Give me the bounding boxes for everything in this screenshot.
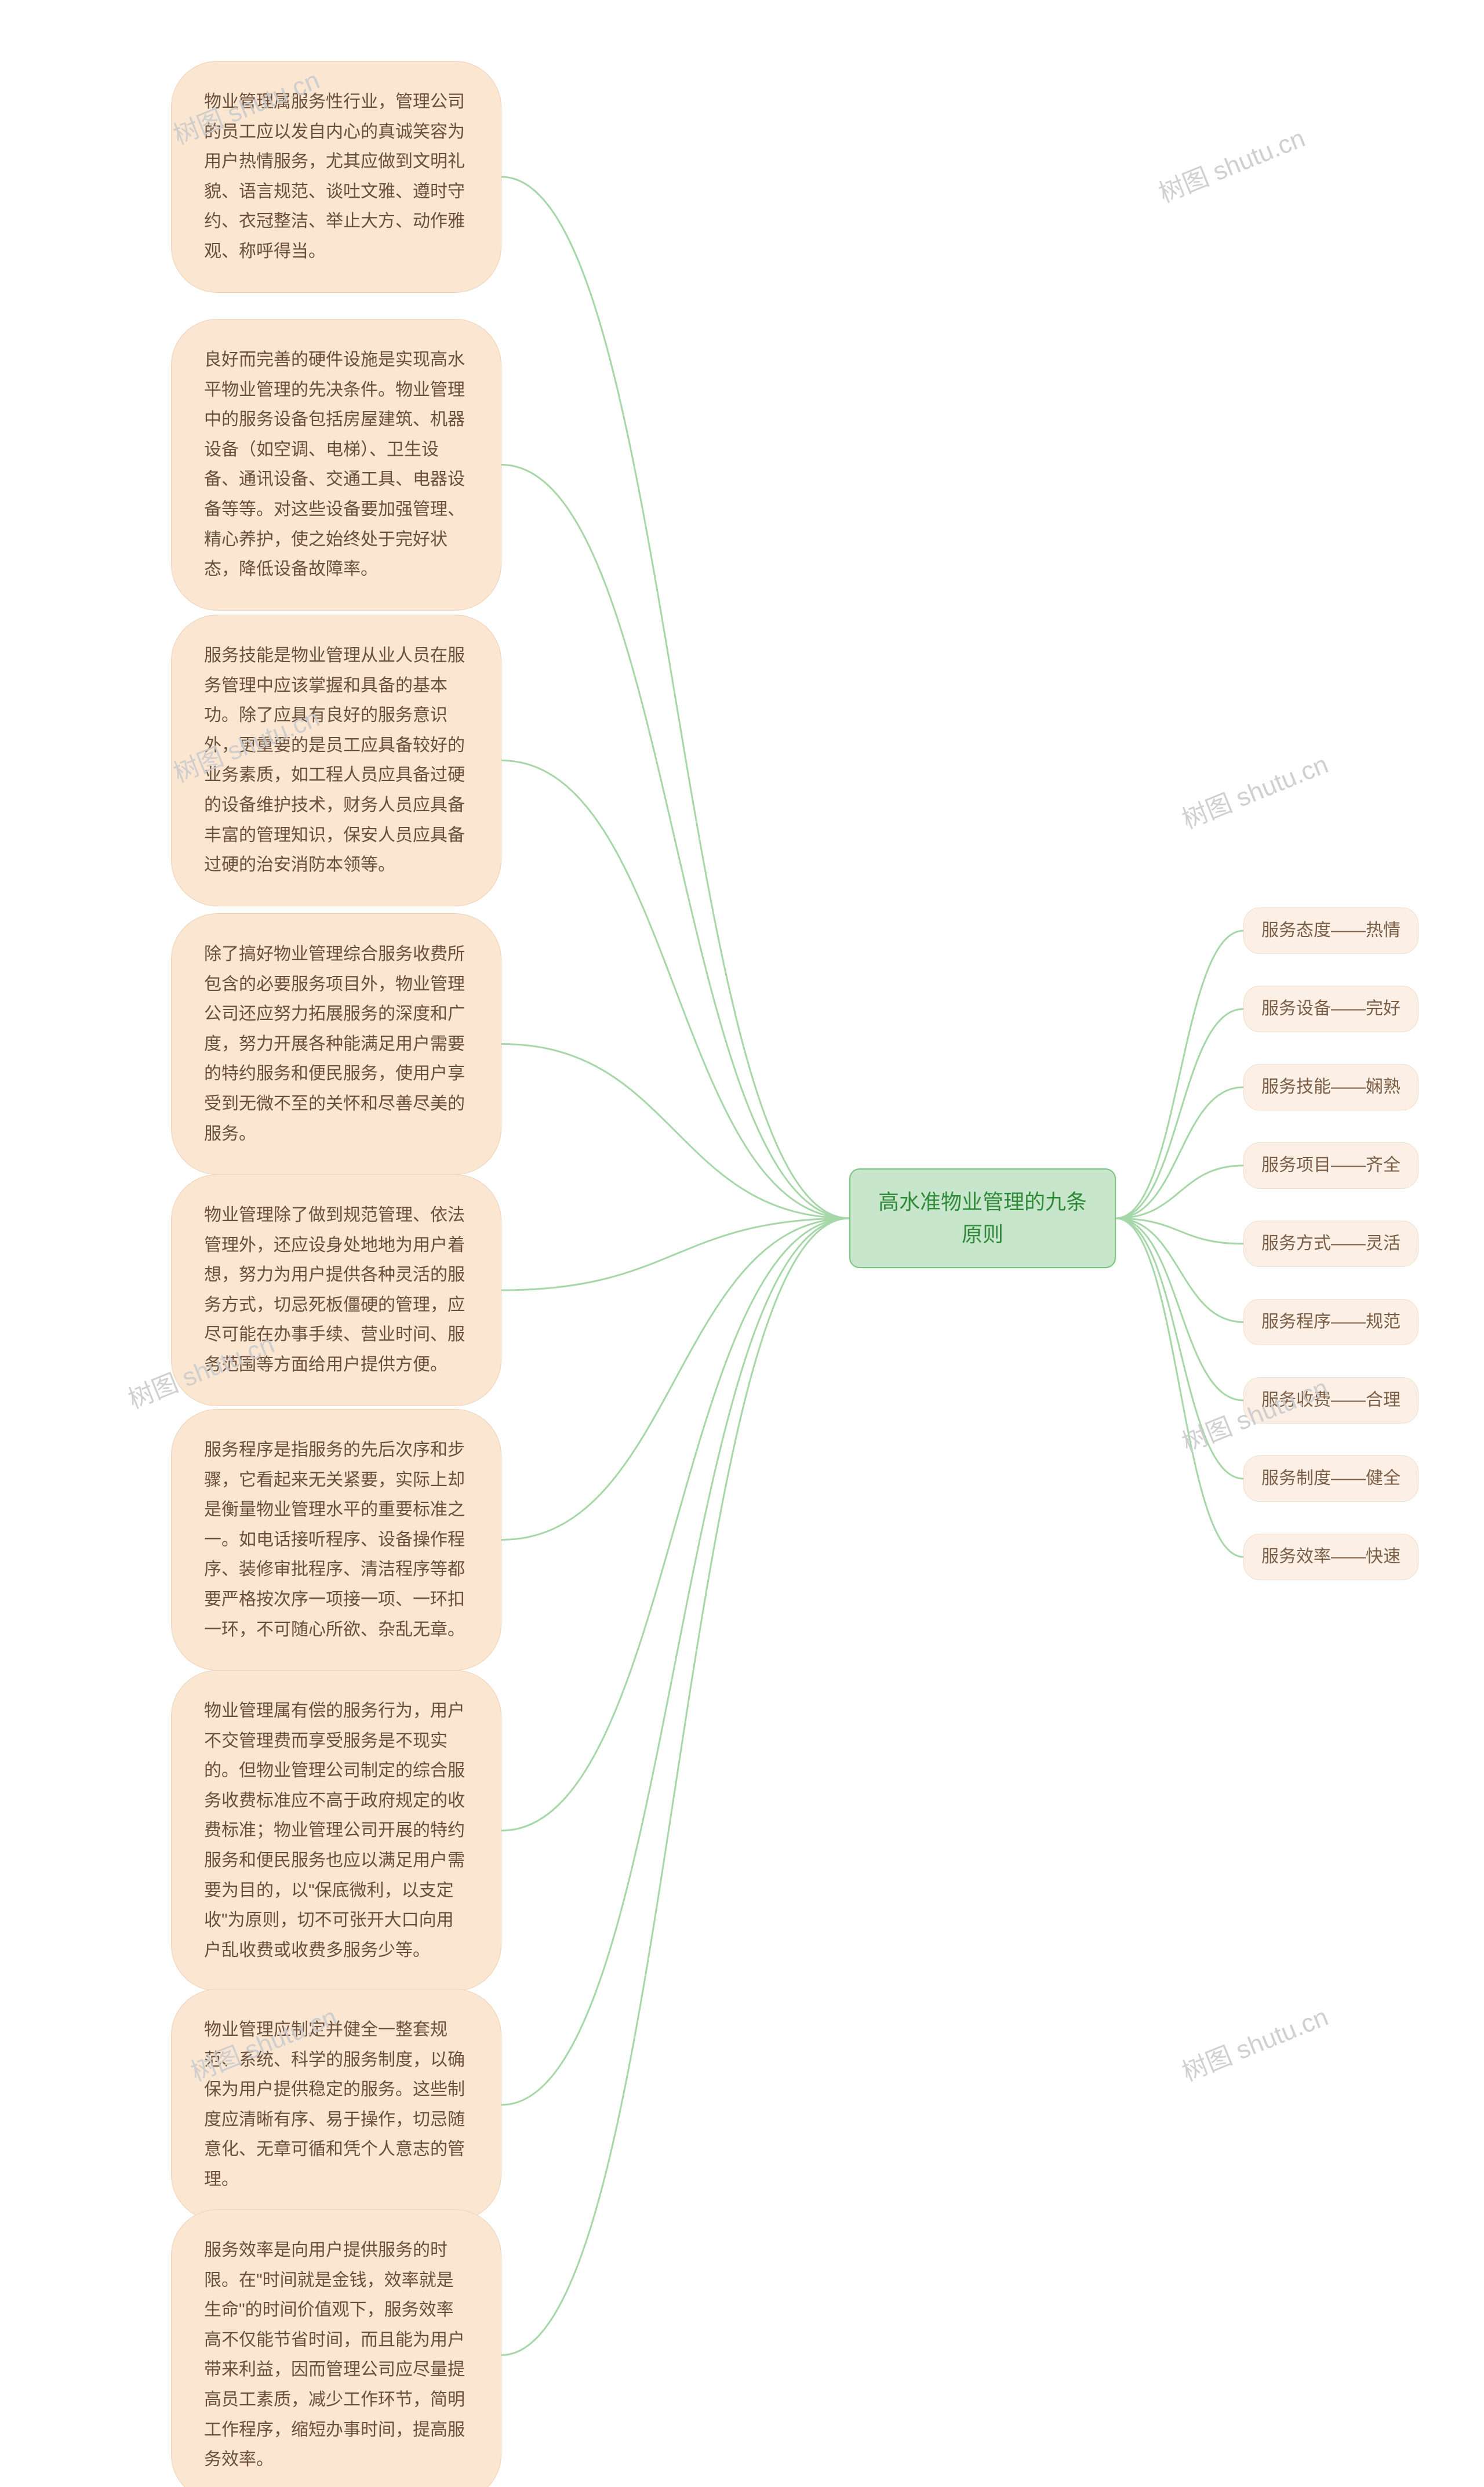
right-node-7: 服务制度——健全 — [1243, 1455, 1418, 1502]
desc-node-1: 良好而完善的硬件设施是实现高水平物业管理的先决条件。物业管理中的服务设备包括房屋… — [171, 319, 501, 611]
desc-node-5: 服务程序是指服务的先后次序和步骤，它看起来无关紧要，实际上却是衡量物业管理水平的… — [171, 1409, 501, 1671]
right-node-4: 服务方式——灵活 — [1243, 1221, 1418, 1267]
right-node-1: 服务设备——完好 — [1243, 986, 1418, 1032]
desc-node-0: 物业管理属服务性行业，管理公司的员工应以发自内心的真诚笑容为用户热情服务，尤其应… — [171, 61, 501, 293]
right-node-6: 服务收费——合理 — [1243, 1377, 1418, 1424]
watermark: 树图 shutu.cn — [1176, 743, 1333, 836]
right-node-3: 服务项目——齐全 — [1243, 1142, 1418, 1189]
desc-node-6: 物业管理属有偿的服务行为，用户不交管理费而享受服务是不现实的。但物业管理公司制定… — [171, 1670, 501, 1991]
desc-node-4: 物业管理除了做到规范管理、依法管理外，还应设身处地地为用户着想，努力为用户提供各… — [171, 1174, 501, 1406]
watermark: 树图 shutu.cn — [1152, 117, 1310, 209]
center-node: 高水准物业管理的九条原则 — [849, 1168, 1116, 1268]
watermark: 树图 shutu.cn — [1176, 1996, 1333, 2088]
right-node-5: 服务程序——规范 — [1243, 1299, 1418, 1345]
right-node-2: 服务技能——娴熟 — [1243, 1064, 1418, 1110]
right-node-0: 服务态度——热情 — [1243, 907, 1418, 954]
right-node-8: 服务效率——快速 — [1243, 1534, 1418, 1580]
desc-node-7: 物业管理应制定并健全一整套规范、系统、科学的服务制度，以确保为用户提供稳定的服务… — [171, 1989, 501, 2221]
desc-node-2: 服务技能是物业管理从业人员在服务管理中应该掌握和具备的基本功。除了应具有良好的服… — [171, 615, 501, 906]
desc-node-8: 服务效率是向用户提供服务的时限。在"时间就是金钱，效率就是生命"的时间价值观下，… — [171, 2209, 501, 2487]
desc-node-3: 除了搞好物业管理综合服务收费所包含的必要服务项目外，物业管理公司还应努力拓展服务… — [171, 913, 501, 1175]
